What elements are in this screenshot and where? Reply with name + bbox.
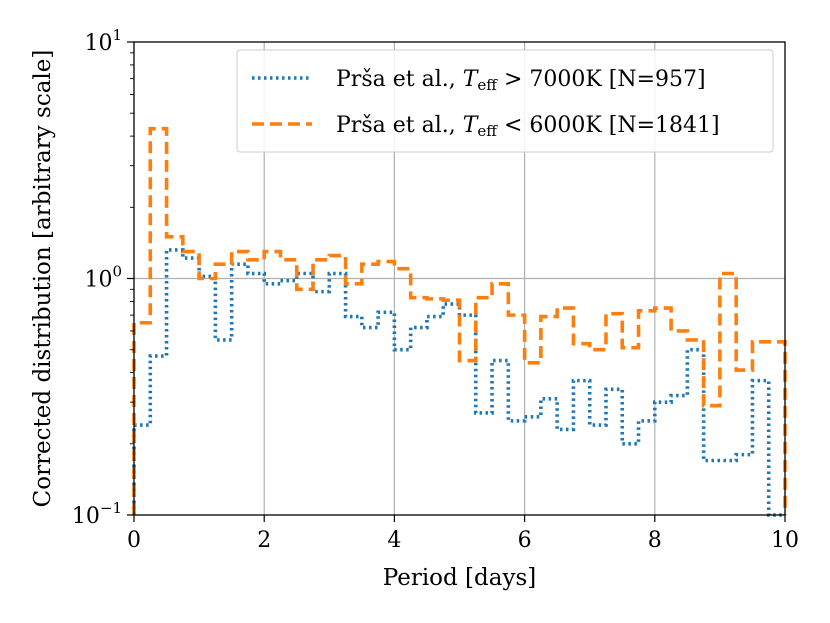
- y-axis-label: Corrected distribution [arbitrary scale]: [30, 50, 56, 508]
- series-line-0: [132, 248, 785, 517]
- legend-box: [236, 49, 774, 153]
- legend-label-cool: Prša et al., Teff < 6000K [N=1841]: [336, 113, 720, 140]
- x-tick-label: 6: [518, 528, 532, 553]
- ticks: 0 2 4 6 8 10 10−1 100 101: [72, 26, 799, 553]
- x-axis-label: Period [days]: [383, 565, 536, 591]
- x-tick-label: 2: [257, 528, 271, 553]
- series-layer: [132, 126, 787, 517]
- x-tick-label: 10: [771, 528, 799, 553]
- legend: Prša et al., Teff > 7000K [N=957] Prša e…: [236, 49, 774, 153]
- legend-label-hot: Prša et al., Teff > 7000K [N=957]: [336, 67, 706, 94]
- y-tick-label: 10−1: [72, 499, 122, 529]
- x-tick-label: 0: [127, 528, 141, 553]
- y-tick-label: 100: [84, 263, 122, 293]
- y-tick-label: 101: [84, 26, 122, 56]
- series-line-1: [132, 126, 787, 515]
- x-tick-label: 4: [387, 528, 401, 553]
- x-tick-label: 8: [648, 528, 662, 553]
